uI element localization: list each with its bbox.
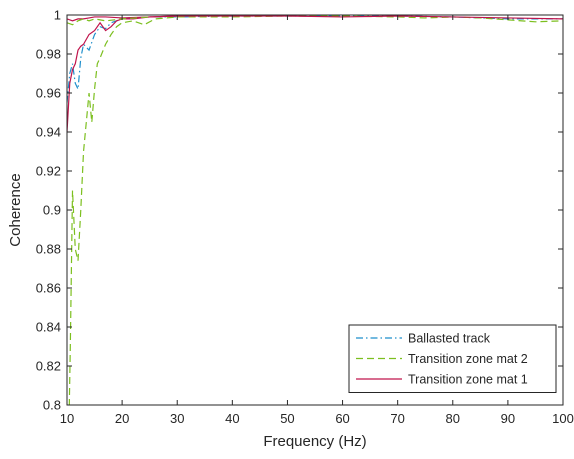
x-tick-label: 70 [390,411,404,426]
y-tick-label: 0.8 [43,398,61,413]
y-tick-label: 0.86 [36,281,61,296]
legend-label: Ballasted track [408,332,491,346]
x-tick-label: 50 [280,411,294,426]
x-tick-label: 30 [170,411,184,426]
legend-label: Transition zone mat 2 [408,352,528,366]
y-tick-label: 0.88 [36,242,61,257]
x-axis-label: Frequency (Hz) [263,433,366,450]
series-line-1 [67,15,563,103]
x-tick-label: 90 [501,411,515,426]
x-tick-label: 100 [552,411,574,426]
series-line-5 [67,16,150,26]
legend-label: Transition zone mat 1 [408,373,528,387]
y-tick-label: 0.96 [36,86,61,101]
y-axis-label: Coherence [7,173,24,246]
x-tick-label: 10 [60,411,74,426]
x-tick-label: 60 [335,411,349,426]
y-tick-label: 0.84 [36,320,61,335]
y-tick-label: 0.94 [36,125,61,140]
x-tick-label: 80 [446,411,460,426]
x-axis: 10 20 30 40 50 60 70 80 90 100 [60,15,574,426]
y-tick-label: 0.82 [36,359,61,374]
x-tick-label: 40 [225,411,239,426]
y-tick-label: 0.9 [43,203,61,218]
plot-lines [67,15,563,405]
y-axis: 0.8 0.82 0.84 0.86 0.88 0.9 0.92 0.94 0.96 0.98 1 [36,8,563,413]
x-tick-label: 20 [115,411,129,426]
legend: Ballasted track Transition zone mat 2 Tran… [348,324,557,393]
y-tick-label: 1 [54,8,61,23]
y-tick-label: 0.98 [36,47,61,62]
series-line-3 [67,15,563,133]
series-line-2 [67,15,563,405]
y-tick-label: 0.92 [36,164,61,179]
